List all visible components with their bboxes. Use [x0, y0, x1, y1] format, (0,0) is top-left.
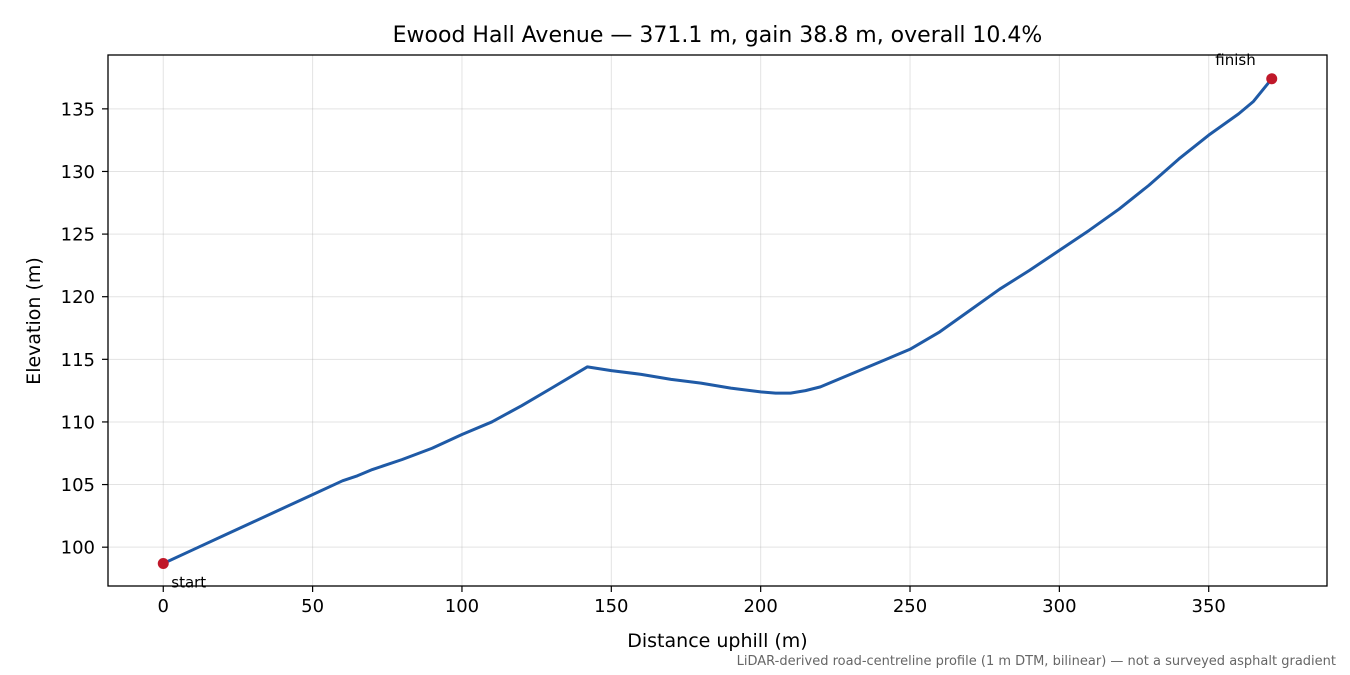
- x-tick-label: 0: [158, 596, 169, 617]
- y-tick-label: 130: [61, 162, 95, 183]
- y-tick-label: 105: [61, 475, 95, 496]
- x-tick-label: 200: [743, 596, 777, 617]
- footnote: LiDAR-derived road-centreline profile (1…: [737, 654, 1336, 669]
- x-tick-label: 100: [445, 596, 479, 617]
- chart-title: Ewood Hall Avenue — 371.1 m, gain 38.8 m…: [393, 23, 1043, 48]
- y-tick-label: 135: [61, 99, 95, 120]
- x-tick-label: 300: [1042, 596, 1076, 617]
- y-tick-label: 125: [61, 225, 95, 246]
- x-tick-label: 150: [594, 596, 628, 617]
- y-tick-label: 120: [61, 287, 95, 308]
- x-axis-label: Distance uphill (m): [627, 630, 807, 652]
- y-axis-label: Elevation (m): [23, 257, 45, 385]
- finish-marker: [1266, 73, 1278, 85]
- y-tick-label: 115: [61, 350, 95, 371]
- axis-ticks: 0 50 100 150 200 250 300 350 100 105 110 115 120 125 1…: [61, 99, 1226, 617]
- y-tick-label: 110: [61, 412, 95, 433]
- elevation-line: [161, 77, 1274, 565]
- series-layer: start finish: [157, 51, 1278, 591]
- finish-annotation: finish: [1215, 51, 1255, 69]
- x-tick-label: 250: [893, 596, 927, 617]
- x-tick-label: 50: [301, 596, 324, 617]
- plot-frame: [107, 54, 1328, 587]
- y-tick-label: 100: [61, 538, 95, 559]
- grid-lines: [108, 55, 1327, 586]
- start-annotation: start: [171, 573, 206, 591]
- start-marker: [157, 557, 169, 569]
- x-tick-label: 350: [1192, 596, 1226, 617]
